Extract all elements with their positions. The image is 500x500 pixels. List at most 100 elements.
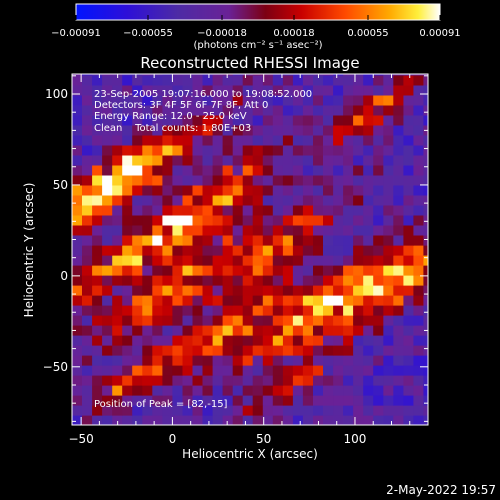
heatmap-cell [323,325,334,336]
heatmap-cell [413,134,424,146]
heatmap-cell [313,285,324,296]
heatmap-cell [152,154,163,166]
heatmap-cell [343,124,354,136]
x-tick-label: −50 [68,432,93,446]
heatmap-cell [152,204,163,216]
heatmap-cell [302,94,314,106]
heatmap-cell [282,305,294,316]
heatmap-cell [323,174,334,186]
heatmap-cell [92,224,103,236]
heatmap-cell [102,335,113,346]
heatmap-cell [132,315,143,326]
heatmap-cell [132,375,143,386]
heatmap-cell [252,345,264,356]
heatmap-cell [122,415,133,425]
axes: −50 0 50 100 −50 0 50 100 [43,74,429,446]
heatmap-cell [272,204,284,216]
heatmap-cell [102,104,113,116]
heatmap-cell [383,315,394,326]
heatmap-cell [172,335,183,346]
heatmap-cell [212,235,224,246]
heatmap-cell [262,415,274,425]
heatmap-cell [292,315,304,326]
heatmap-cell [222,295,234,306]
heatmap-cell [272,395,284,406]
heatmap-cell [102,315,113,326]
heatmap-cell [383,194,394,206]
heatmap-cell [192,405,204,416]
heatmap-cell [182,395,194,406]
heatmap-cell [162,245,173,256]
heatmap-cell [262,345,274,356]
heatmap-cell [212,104,224,116]
heatmap-cell [172,295,183,306]
heatmap-cell [112,164,123,176]
heatmap-cell [112,124,123,136]
heatmap-cell [172,345,183,356]
heatmap-cell [313,335,324,346]
heatmap-cell [313,84,324,96]
heatmap-cell [102,194,113,206]
heatmap-cell [232,365,244,376]
heatmap-cell [373,114,384,126]
heatmap-cell [413,275,424,286]
heatmap-cell [142,385,153,396]
heatmap-cell [373,74,384,76]
heatmap-cell [192,94,204,106]
heatmap-cell [363,144,374,156]
heatmap-cell [272,415,284,425]
heatmap-cell [72,245,83,256]
heatmap-cell [202,285,214,296]
heatmap-cell [242,395,254,406]
heatmap-cell [252,265,264,276]
heatmap-cell [182,325,194,336]
heatmap-cell [172,164,183,176]
heatmap-cell [132,255,143,266]
heatmap-cell [92,174,103,186]
heatmap-cell [353,164,364,176]
heatmap-cell [423,355,428,366]
heatmap-cell [132,295,143,306]
heatmap-cell [323,245,334,256]
heatmap-cell [423,144,428,156]
heatmap-cell [282,174,294,186]
heatmap-cell [393,255,404,266]
heatmap-cell [122,194,133,206]
heatmap-cell [272,74,284,76]
heatmap-cell [172,74,183,86]
heatmap-cell [202,184,214,196]
heatmap-cell [252,114,264,126]
heatmap-cell [232,224,244,236]
heatmap-cell [333,235,344,246]
heatmap-cell [353,265,364,276]
heatmap-cell [383,104,394,116]
heatmap-cell [242,325,254,336]
heatmap-cell [122,134,133,146]
heatmap-cell [112,74,123,86]
heatmap-cell [262,214,274,226]
heatmap-cell [82,245,93,256]
heatmap-cell [92,144,103,156]
heatmap-cell [92,134,103,146]
heatmap-cell [383,385,394,396]
heatmap-cell [152,164,163,176]
heatmap-cell [152,375,163,386]
heatmap-cell [272,184,284,196]
heatmap-cell [343,405,354,416]
heatmap-cell [142,194,153,206]
heatmap-cell [142,184,153,196]
heatmap-cell [222,265,234,276]
heatmap-cell [192,84,204,96]
heatmap-cell [363,395,374,406]
heatmap-cell [403,164,414,176]
heatmap-cell [142,114,153,126]
heatmap-cell [122,235,133,246]
heatmap-cell [373,124,384,136]
heatmap-cell [162,164,173,176]
heatmap-cell [383,164,394,176]
heatmap-cell [192,365,204,376]
heatmap-cell [262,295,274,306]
heatmap-cell [292,265,304,276]
heatmap-cell [313,395,324,406]
heatmap-cell [112,184,123,196]
